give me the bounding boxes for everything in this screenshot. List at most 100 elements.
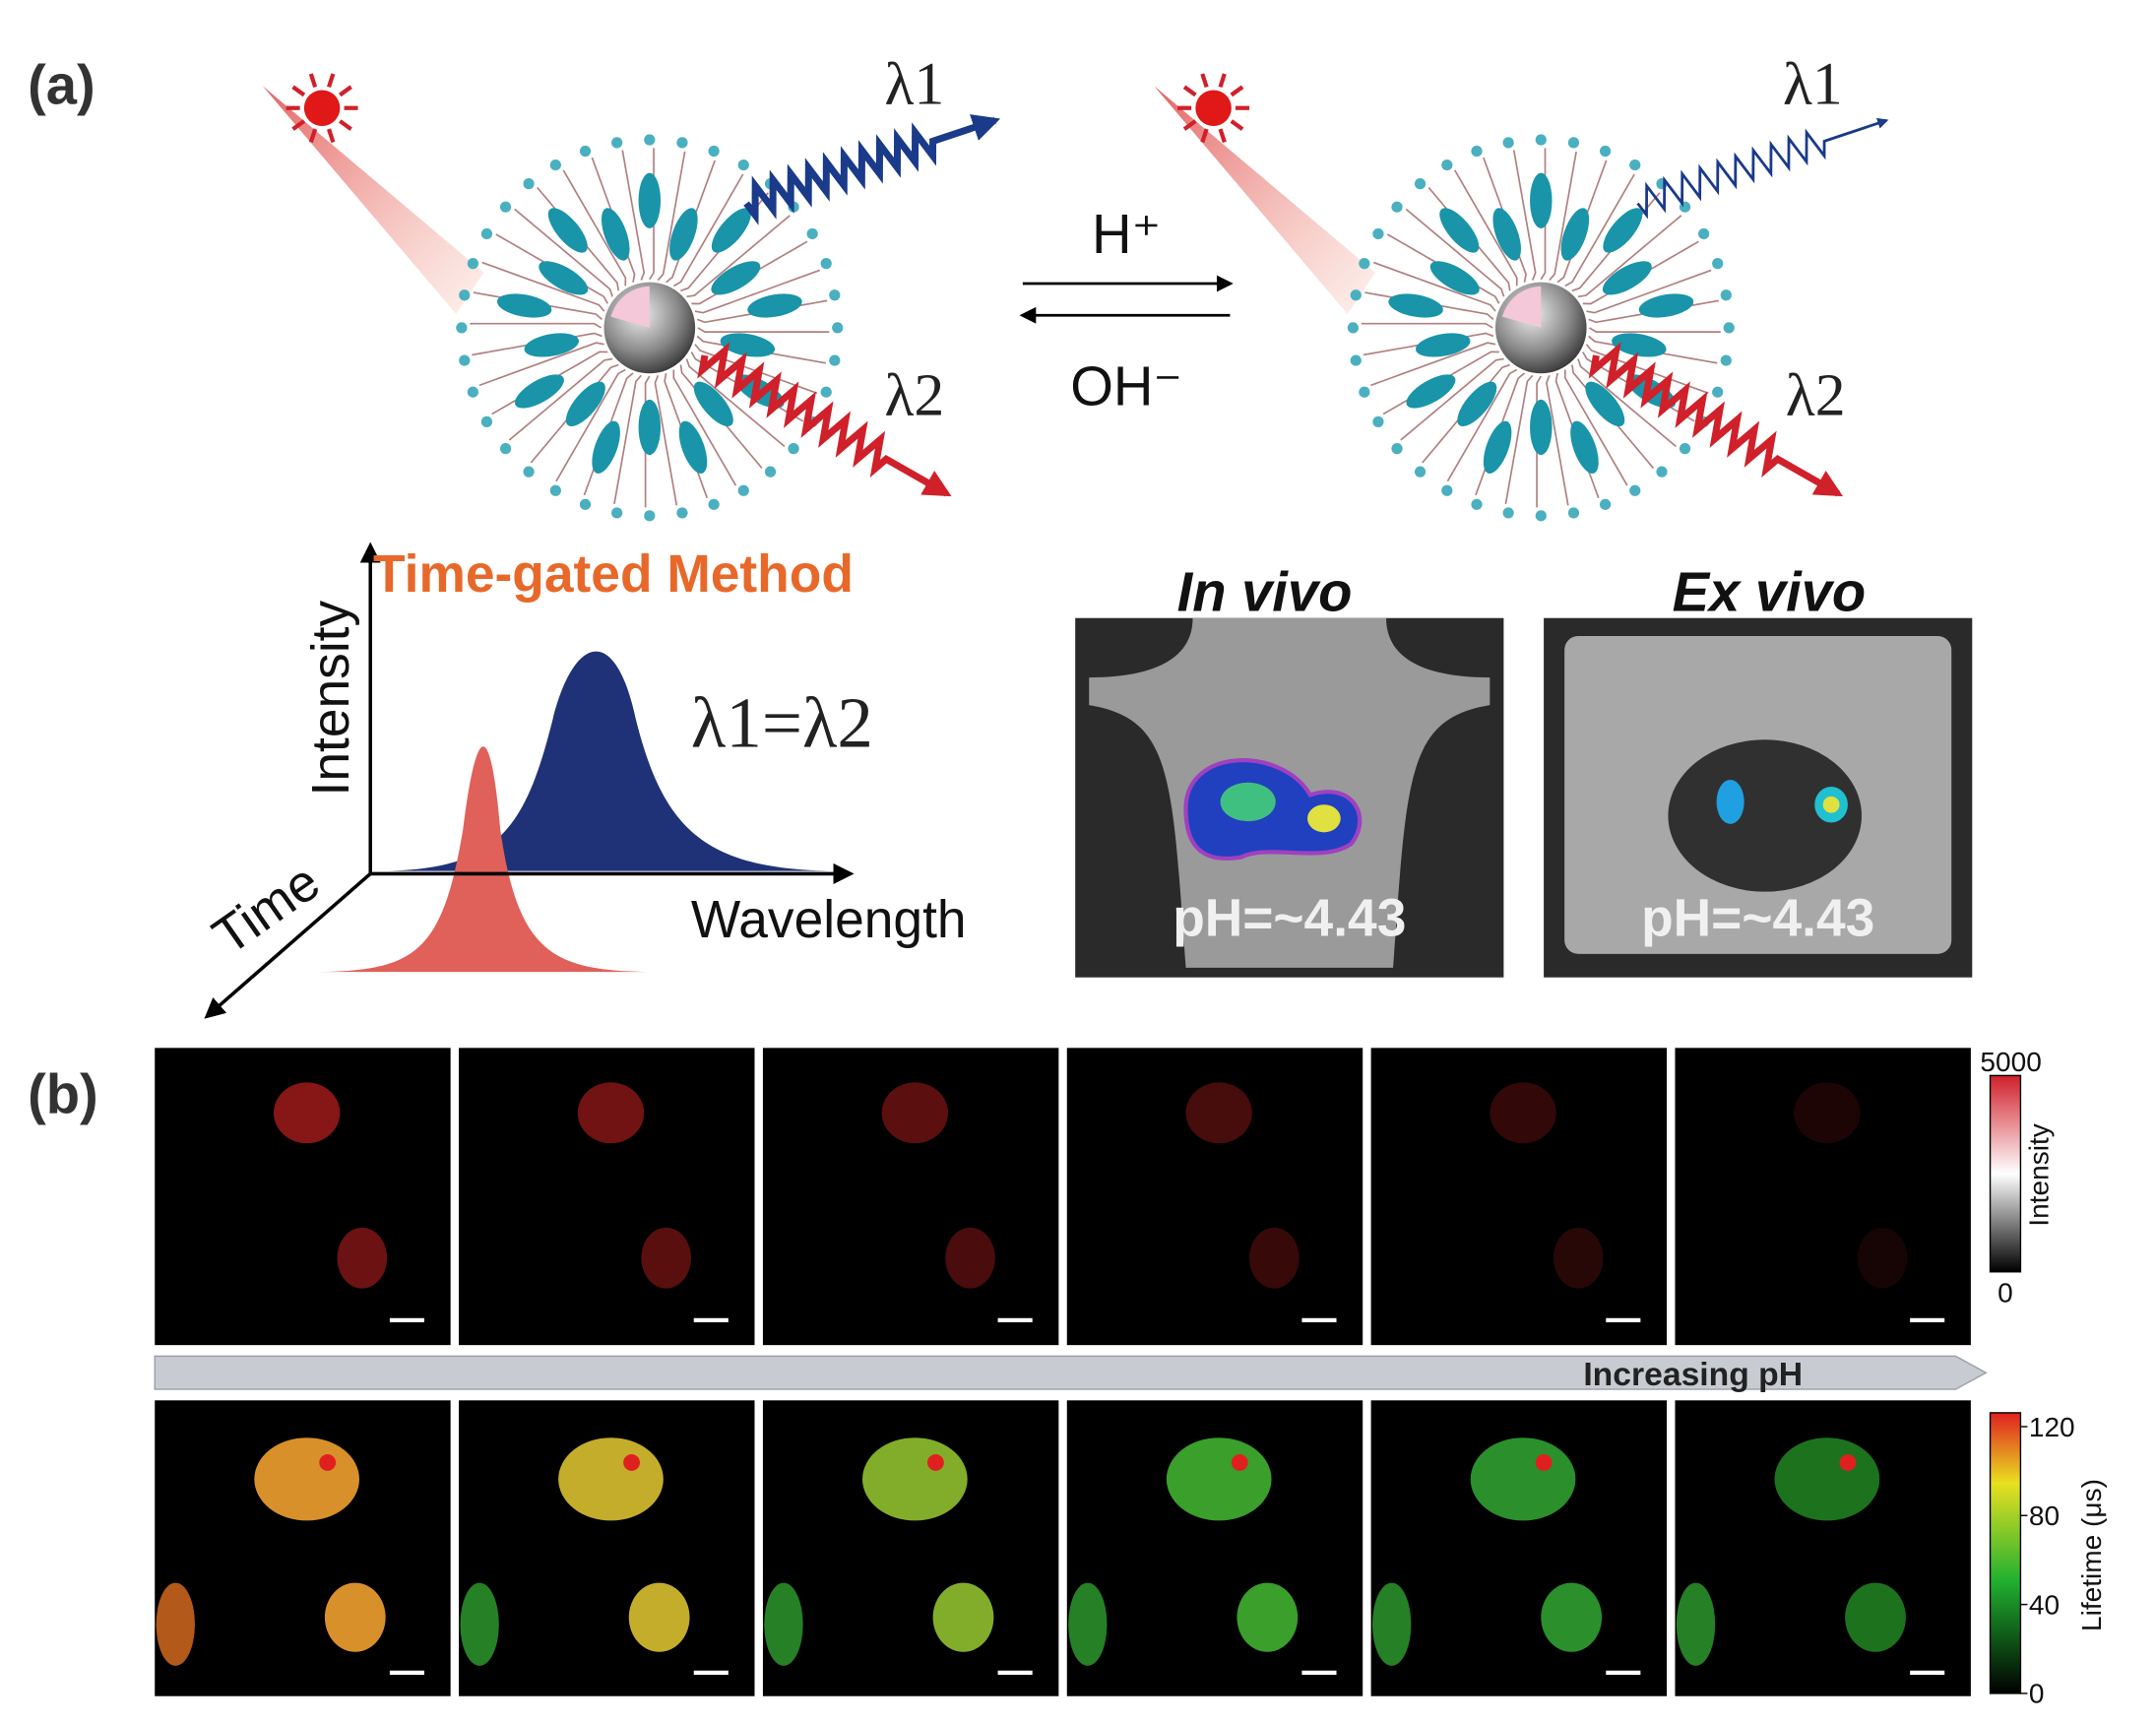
ligand-head — [764, 466, 777, 478]
ligand-head — [1720, 289, 1732, 301]
dye — [1560, 208, 1590, 261]
dye — [515, 374, 564, 409]
ligand-head — [579, 145, 592, 158]
cell-signal — [254, 1437, 359, 1521]
lambda-label: λ2 — [884, 361, 944, 428]
dye — [1388, 293, 1443, 318]
ligand-chain — [657, 151, 686, 282]
lifetime-colorbar — [1989, 1412, 2022, 1694]
ligand-head — [1535, 134, 1547, 146]
dye — [711, 208, 751, 253]
dye — [1530, 399, 1553, 456]
ligand-head — [1471, 498, 1483, 510]
cell-signal — [628, 1582, 690, 1652]
tick-label: 40 — [2029, 1589, 2060, 1620]
tick-label: 80 — [2029, 1501, 2060, 1531]
ligand-head — [1599, 145, 1612, 158]
ligand-head — [523, 466, 535, 478]
core-cut — [610, 286, 650, 328]
cell-signal — [1470, 1437, 1576, 1521]
ligand-head — [579, 498, 592, 510]
ligand-head — [829, 354, 841, 366]
ligand-chain — [613, 374, 642, 505]
dye — [592, 420, 620, 474]
excitation-beam — [262, 86, 484, 314]
ligand-chain — [1372, 261, 1496, 312]
sun-ray — [1230, 119, 1244, 131]
ligand-head — [1712, 386, 1724, 398]
ligand-head — [1471, 145, 1483, 158]
ligand-head — [832, 322, 844, 334]
ligand-head — [1502, 507, 1514, 519]
ligand-head — [1712, 257, 1724, 270]
nanoparticle — [262, 73, 1001, 522]
ligand-head — [1414, 178, 1427, 190]
ligand-chain — [562, 169, 627, 287]
sun-ray — [327, 73, 336, 88]
ligand-head — [1359, 257, 1370, 270]
ligand-chain — [1588, 327, 1721, 333]
panel-label: (b) — [28, 1062, 98, 1124]
sun-ray — [1200, 73, 1209, 88]
dye — [1457, 381, 1497, 427]
ligand-chain — [478, 342, 604, 387]
ligand-chain — [1546, 374, 1569, 506]
ligand-head — [467, 386, 479, 398]
ligand-head — [820, 257, 832, 270]
cell-spot — [1535, 1454, 1553, 1471]
cell-signal — [1166, 1437, 1272, 1521]
cell-signal — [1185, 1082, 1252, 1144]
cell-signal — [1237, 1582, 1299, 1652]
emission-wave — [697, 342, 952, 497]
blue-peak — [387, 651, 830, 871]
dye — [693, 381, 733, 427]
ligand-head — [1350, 289, 1362, 301]
cell-signal — [1068, 1582, 1108, 1666]
ligand-head — [611, 137, 623, 149]
sun-ray — [291, 85, 306, 97]
sun-ray — [291, 119, 306, 131]
ligand-chain — [1512, 150, 1537, 281]
ligand-chain — [621, 150, 646, 281]
ligand-head — [523, 178, 535, 190]
ph-label: pH=~4.43 — [1173, 890, 1406, 948]
ligand-chain — [555, 368, 626, 482]
ligand-head — [676, 507, 688, 519]
ligand-head — [459, 354, 471, 366]
sun — [303, 90, 341, 126]
micrograph — [1370, 1048, 1668, 1346]
ligand-head — [1441, 484, 1453, 496]
ligand-chain — [1453, 169, 1518, 287]
cell-signal — [1857, 1227, 1908, 1289]
panel-label: (a) — [28, 53, 95, 115]
ligand-chain — [1370, 342, 1496, 387]
ligand-chain — [508, 357, 613, 441]
ligand-head — [549, 159, 561, 171]
red-peak — [317, 746, 650, 973]
ligand-head — [1350, 354, 1362, 366]
cell-signal — [1541, 1582, 1603, 1652]
dye — [638, 172, 662, 228]
cavity — [1668, 739, 1862, 892]
ligand-head — [708, 145, 720, 158]
ligand-head — [1567, 137, 1580, 149]
dye — [496, 293, 552, 318]
drawing — [154, 73, 2028, 1696]
micrograph — [762, 1048, 1059, 1346]
dye — [711, 261, 761, 295]
cell-signal — [1490, 1082, 1556, 1144]
sun-ray — [1182, 119, 1197, 131]
ligand-head — [499, 443, 512, 455]
ligand-chain — [694, 269, 821, 314]
ligand-head — [1372, 415, 1384, 427]
sun-ray — [339, 119, 352, 131]
ligand-head — [1629, 484, 1641, 496]
image-title: Ex vivo — [1673, 561, 1867, 623]
dye — [1439, 208, 1480, 253]
cell-signal — [577, 1082, 645, 1144]
intensity-colorbar — [1989, 1074, 2022, 1273]
dye — [1429, 261, 1480, 295]
sun-ray — [327, 128, 336, 144]
sun-ray — [308, 128, 318, 144]
